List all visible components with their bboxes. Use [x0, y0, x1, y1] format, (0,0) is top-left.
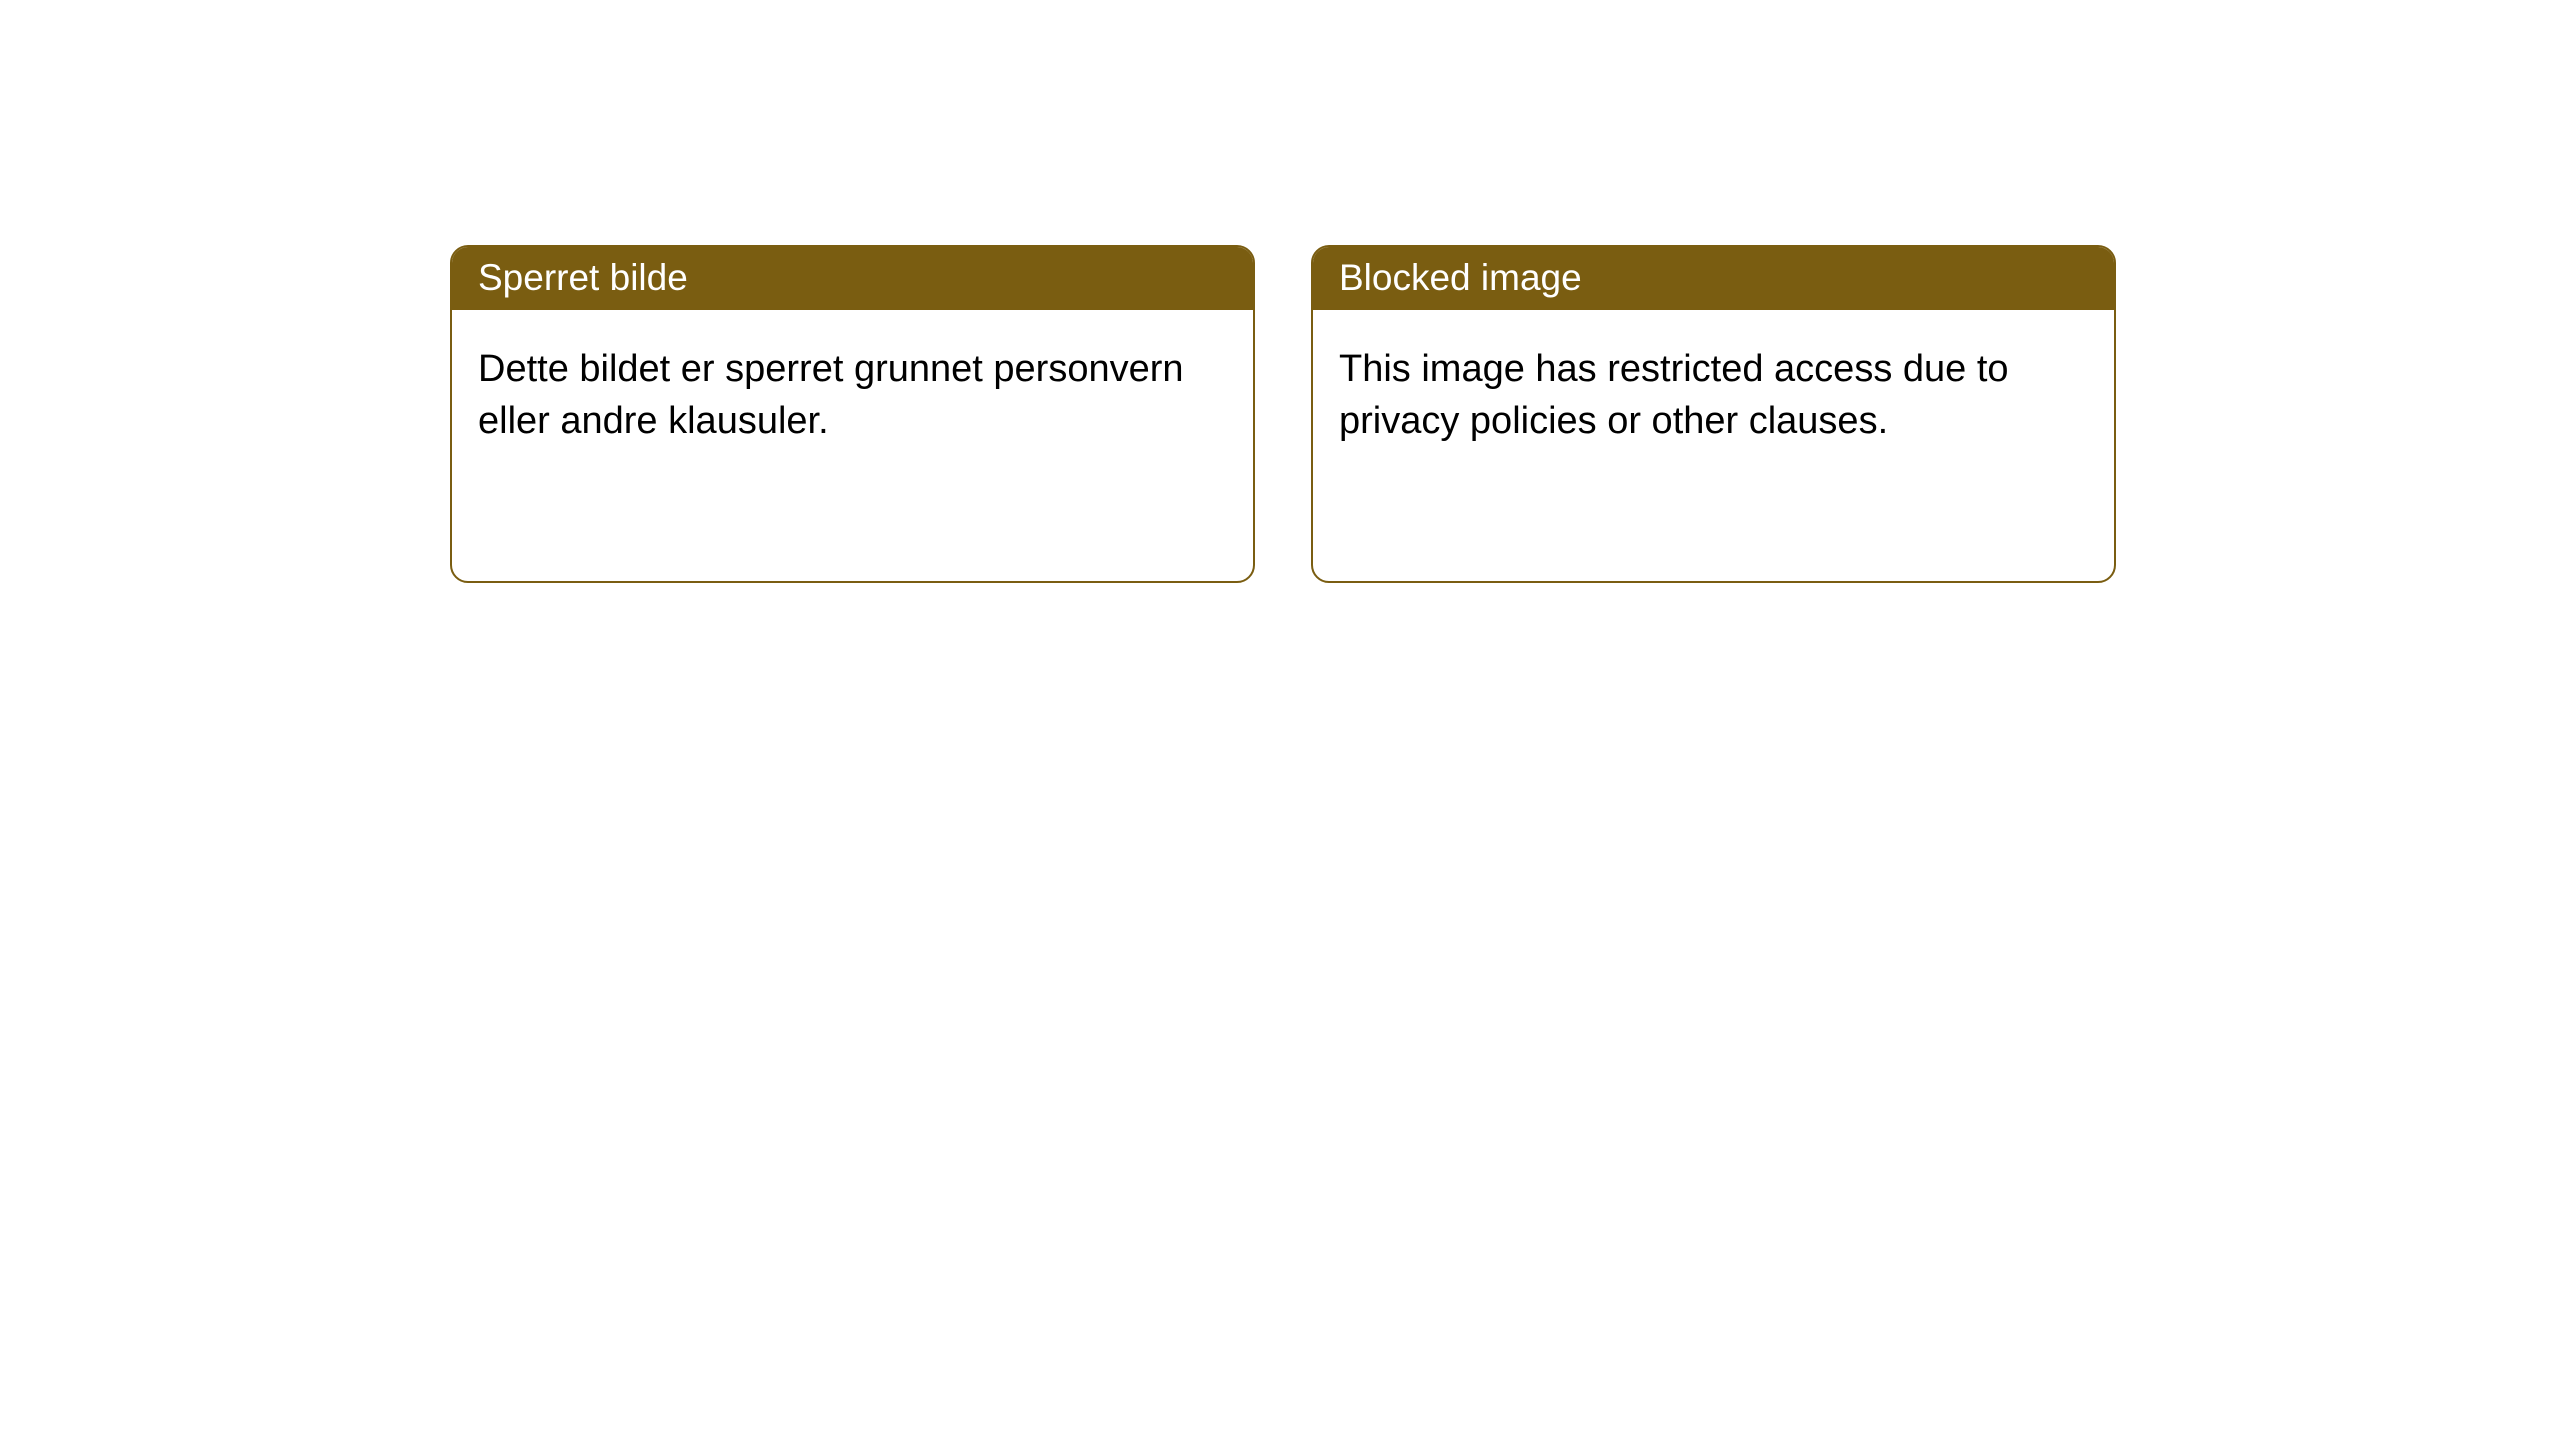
notice-card-norwegian: Sperret bilde Dette bildet er sperret gr…	[450, 245, 1255, 583]
card-title: Blocked image	[1339, 257, 1582, 298]
card-body-text: This image has restricted access due to …	[1339, 348, 2009, 441]
notice-container: Sperret bilde Dette bildet er sperret gr…	[0, 0, 2560, 583]
card-header: Blocked image	[1313, 247, 2114, 310]
card-title: Sperret bilde	[478, 257, 688, 298]
card-header: Sperret bilde	[452, 247, 1253, 310]
notice-card-english: Blocked image This image has restricted …	[1311, 245, 2116, 583]
card-body: This image has restricted access due to …	[1313, 310, 2114, 473]
card-body-text: Dette bildet er sperret grunnet personve…	[478, 348, 1184, 441]
card-body: Dette bildet er sperret grunnet personve…	[452, 310, 1253, 473]
